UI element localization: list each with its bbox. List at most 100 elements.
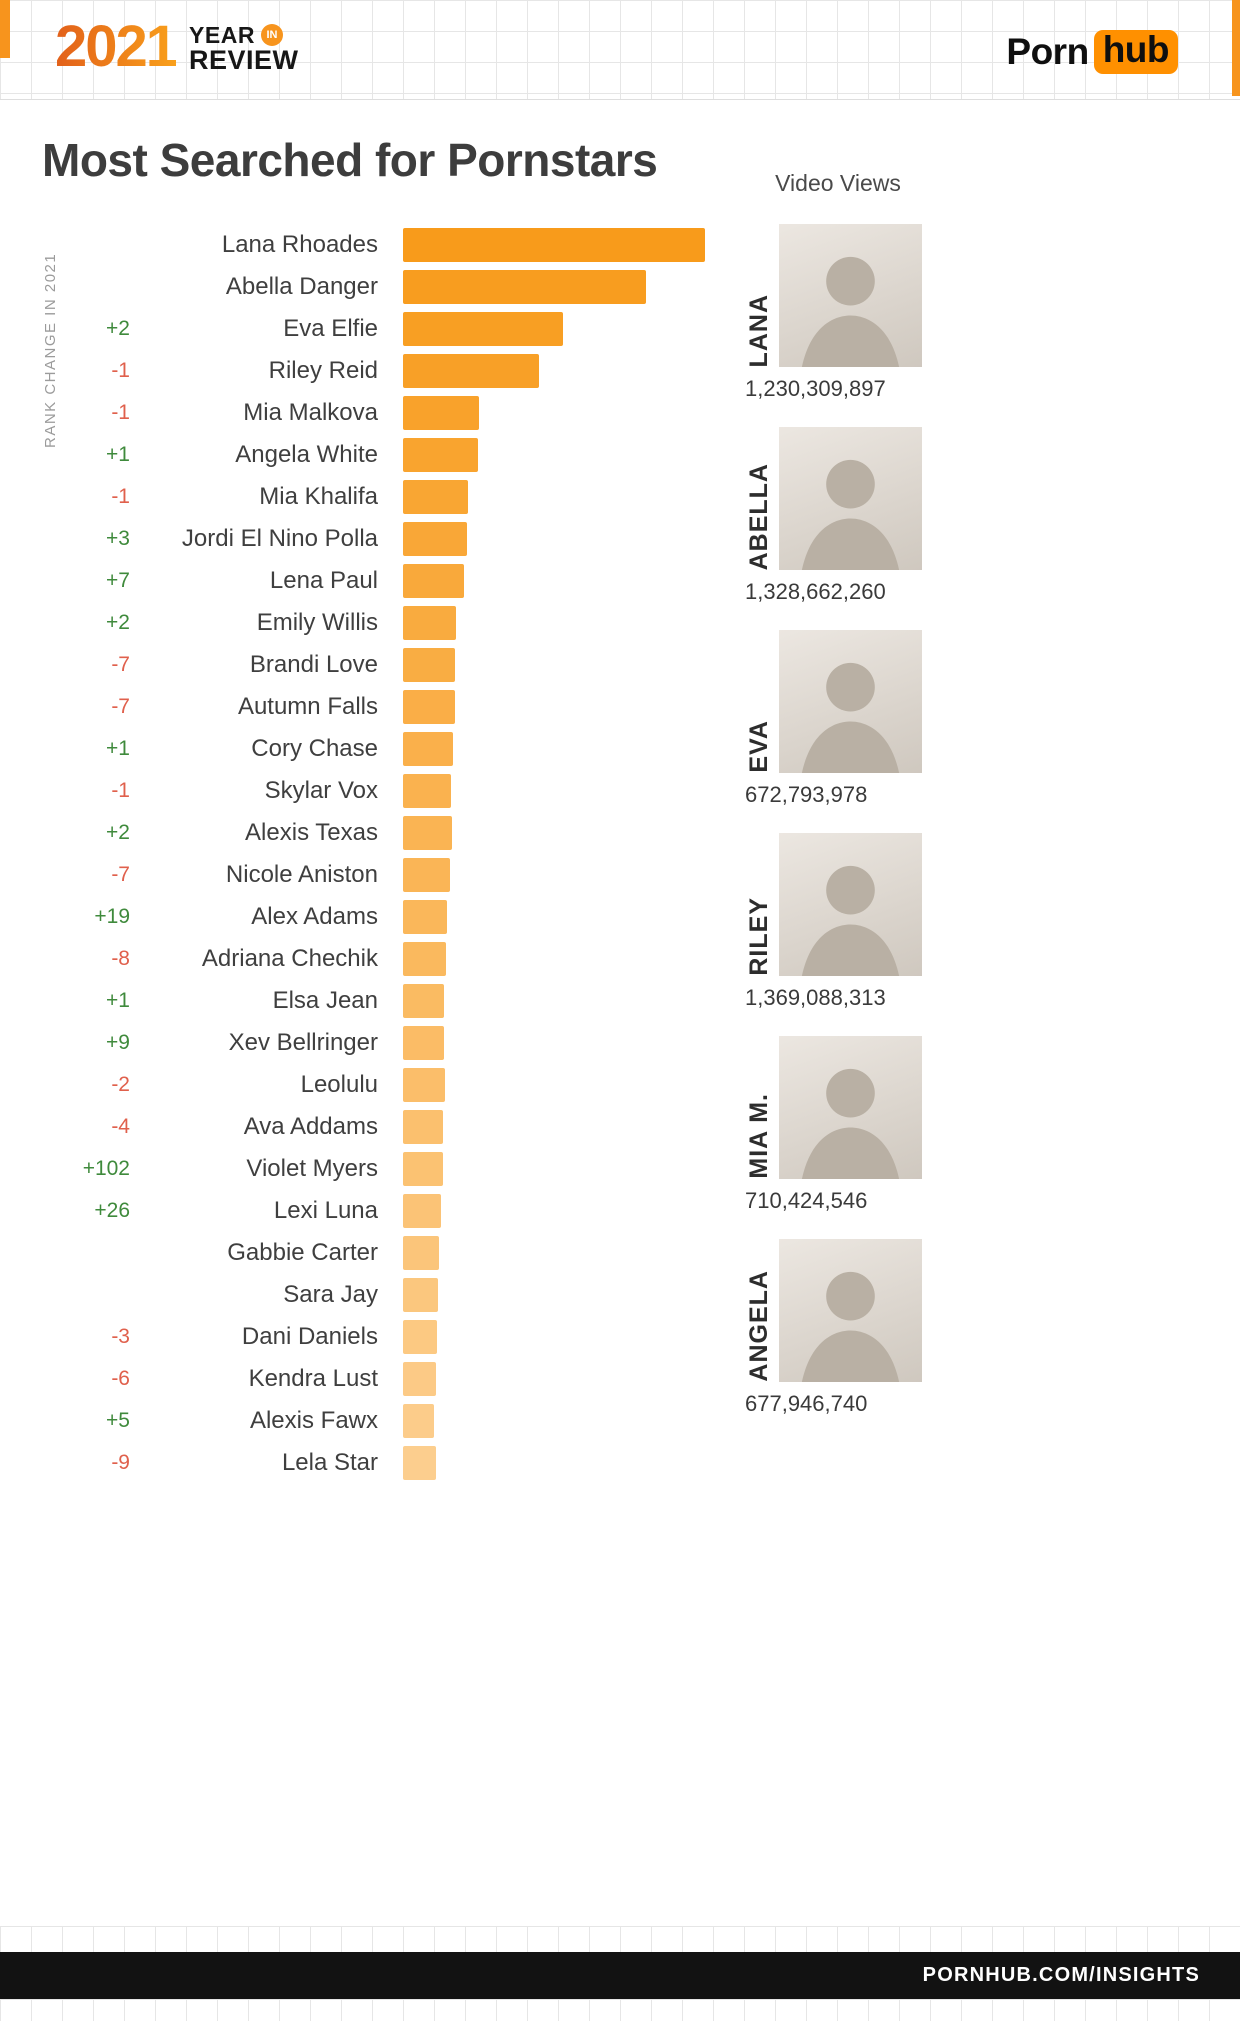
search-volume-bar xyxy=(403,1320,438,1354)
pornstar-name: Skylar Vox xyxy=(264,777,378,804)
pornstar-name: Lexi Luna xyxy=(273,1197,378,1224)
bar-track xyxy=(403,228,705,262)
chart-row: +5 Alexis Fawx xyxy=(42,1400,742,1442)
rank-change: -7 xyxy=(111,653,130,676)
chart-row: -7 Brandi Love xyxy=(42,644,742,686)
rank-change: +26 xyxy=(94,1199,130,1222)
search-volume-bar xyxy=(403,354,539,388)
pornstar-name: Kendra Lust xyxy=(248,1365,378,1392)
pornstar-name: Lela Star xyxy=(281,1449,378,1476)
pornstar-name: Riley Reid xyxy=(268,357,378,384)
person-silhouette-icon xyxy=(801,1271,900,1382)
page-title: Most Searched for Pornstars xyxy=(42,134,658,186)
footer-grid-strip xyxy=(0,1999,1240,2021)
performer-first-name: EVA xyxy=(745,720,773,773)
chart-row: -1 Riley Reid xyxy=(42,350,742,392)
search-volume-bar xyxy=(403,1110,444,1144)
rank-change: -1 xyxy=(111,401,130,424)
video-views-label: Video Views xyxy=(775,170,901,196)
search-volume-bar xyxy=(403,858,451,892)
performer-first-name: LANA xyxy=(745,293,773,367)
pornstar-name: Adriana Chechik xyxy=(201,945,378,972)
chart-row: +19 Alex Adams xyxy=(42,896,742,938)
bar-track xyxy=(403,1194,705,1228)
search-volume-bar xyxy=(403,732,454,766)
rank-change: -1 xyxy=(111,485,130,508)
search-volume-bar xyxy=(403,312,564,346)
chart-row: Sara Jay xyxy=(42,1274,742,1316)
video-views-count: 672,793,978 xyxy=(745,782,868,807)
video-views-count: 1,369,088,313 xyxy=(745,985,886,1010)
bar-track xyxy=(403,606,705,640)
search-volume-bar xyxy=(403,1152,443,1186)
bar-track xyxy=(403,1152,705,1186)
header: 2021 YEAR IN REVIEW Porn hub xyxy=(0,0,1240,100)
logo-word-review: REVIEW xyxy=(189,44,299,75)
portrait-photo xyxy=(779,1036,922,1179)
logo-word-year: YEAR xyxy=(189,21,255,48)
footer: PORNHUB.COM/INSIGHTS xyxy=(0,1926,1240,2021)
bar-track xyxy=(403,354,705,388)
bar-track xyxy=(403,522,705,556)
person-silhouette-icon xyxy=(801,1068,900,1179)
bar-track xyxy=(403,438,705,472)
pornstar-name: Nicole Aniston xyxy=(225,861,378,888)
performer-first-name: RILEY xyxy=(745,897,773,976)
pornstar-name: Eva Elfie xyxy=(283,315,378,342)
performer-first-name: MIA M. xyxy=(745,1093,773,1179)
logo-year: 2021 xyxy=(55,14,178,79)
chart-row: +26 Lexi Luna xyxy=(42,1190,742,1232)
portrait-photo xyxy=(779,427,922,570)
pornstar-name: Autumn Falls xyxy=(237,693,378,720)
brand-hub-badge: hub xyxy=(1093,29,1178,74)
brand-porn: Porn xyxy=(1006,30,1089,72)
chart-row: Abella Danger xyxy=(42,266,742,308)
corner-accent-top-left xyxy=(0,0,10,58)
video-views-count: 677,946,740 xyxy=(745,1391,868,1416)
chart-row: +1 Elsa Jean xyxy=(42,980,742,1022)
chart-row: Lana Rhoades xyxy=(42,224,742,266)
search-volume-bar xyxy=(403,1026,445,1060)
bar-chart: Lana Rhoades Abella Danger +2 Eva Elfie -1 Ri… xyxy=(42,224,742,1484)
pornstar-name: Lana Rhoades xyxy=(221,231,378,258)
chart-row: -4 Ava Addams xyxy=(42,1106,742,1148)
logo-wordmark: YEAR IN REVIEW xyxy=(189,20,299,75)
bar-track xyxy=(403,1446,705,1480)
rank-change: +2 xyxy=(106,821,130,844)
pornstar-name: Mia Malkova xyxy=(243,399,378,426)
pornstar-name: Jordi El Nino Polla xyxy=(181,525,378,552)
video-views-card: ABELLA 1,328,662,260 xyxy=(745,427,923,630)
rank-change: -1 xyxy=(111,359,130,382)
footer-grid-strip xyxy=(0,1926,1240,1952)
year-in-review-logo: 2021 YEAR IN REVIEW xyxy=(55,18,299,76)
bar-track xyxy=(403,732,705,766)
search-volume-bar xyxy=(403,522,468,556)
rank-change: +7 xyxy=(106,569,130,592)
search-volume-bar xyxy=(403,1236,439,1270)
pornstar-name: Leolulu xyxy=(300,1071,378,1098)
search-volume-bar xyxy=(403,900,448,934)
chart-row: +2 Eva Elfie xyxy=(42,308,742,350)
search-volume-bar xyxy=(403,438,478,472)
chart-row: -1 Mia Malkova xyxy=(42,392,742,434)
rank-change: +19 xyxy=(94,905,130,928)
chart-row: +7 Lena Paul xyxy=(42,560,742,602)
rank-change: +2 xyxy=(106,317,130,340)
pornstar-name: Emily Willis xyxy=(256,609,378,636)
chart-row: -1 Skylar Vox xyxy=(42,770,742,812)
search-volume-bar xyxy=(403,228,705,262)
portrait-photo xyxy=(779,1239,922,1382)
rank-change: +3 xyxy=(106,527,130,550)
pornstar-name: Violet Myers xyxy=(246,1155,378,1182)
search-volume-bar xyxy=(403,942,446,976)
chart-row: -1 Mia Khalifa xyxy=(42,476,742,518)
pornstar-name: Dani Daniels xyxy=(241,1323,378,1350)
search-volume-bar xyxy=(403,1446,436,1480)
search-volume-bar xyxy=(403,1362,436,1396)
bar-track xyxy=(403,1320,705,1354)
video-views-card: ANGELA 677,946,740 xyxy=(745,1239,923,1442)
rank-change: +2 xyxy=(106,611,130,634)
pornstar-name: Alexis Fawx xyxy=(249,1407,378,1434)
bar-track xyxy=(403,942,705,976)
rank-change: -1 xyxy=(111,779,130,802)
